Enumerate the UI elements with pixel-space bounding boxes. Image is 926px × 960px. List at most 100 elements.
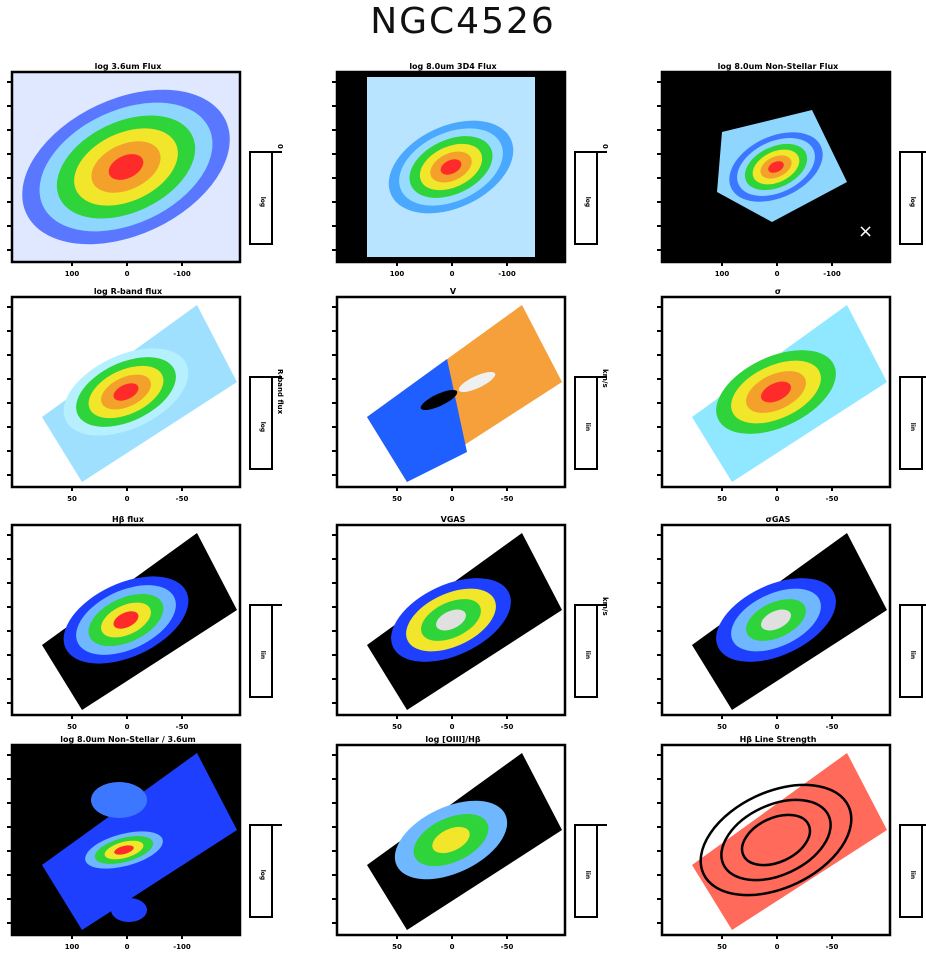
- contour-level: [113, 383, 139, 401]
- x-tick-label: 0: [450, 270, 455, 278]
- x-tick-label: -50: [826, 943, 839, 951]
- colorbar: [574, 824, 598, 918]
- panel-line-strength: Hβ Line Strength 50 0 -50 lin: [657, 735, 926, 960]
- map-image: ×: [717, 110, 873, 242]
- colorbar-label: lin: [909, 423, 916, 431]
- x-tick-label: 0: [125, 943, 130, 951]
- approaching-side: [367, 359, 467, 482]
- map-image: [367, 753, 562, 930]
- x-tick-label: 50: [392, 943, 402, 951]
- colorbar-label: lin: [584, 423, 591, 431]
- x-tick-label: 100: [65, 270, 80, 278]
- x-tick-label: 100: [390, 270, 405, 278]
- contour-level: [761, 381, 791, 403]
- x-tick-label: 0: [450, 943, 455, 951]
- x-tick-label: -100: [173, 943, 191, 951]
- map-plot: 50 0 -50 lin: [7, 523, 282, 731]
- contour-level: [113, 611, 139, 629]
- colorbar-label: lin: [259, 651, 266, 659]
- x-tick-label: -100: [498, 270, 516, 278]
- colorbar-unit: km/s: [601, 369, 609, 388]
- emission-blob: [111, 898, 147, 922]
- colorbar-label: lin: [909, 651, 916, 659]
- colorbar-unit: R-band flux: [276, 369, 284, 415]
- map-image: [692, 533, 887, 710]
- map-image: [367, 305, 562, 482]
- colorbar-label: lin: [584, 651, 591, 659]
- colorbar-label: log: [909, 197, 916, 207]
- contour-level: [108, 154, 144, 180]
- contour-level: [436, 609, 466, 631]
- colorbar-label: lin: [909, 871, 916, 879]
- map-plot: 50 0 -50 lin: [332, 743, 607, 951]
- map-image: [367, 533, 562, 710]
- x-tick-label: -50: [826, 495, 839, 503]
- panel-title: Hβ Line Strength: [739, 735, 817, 744]
- map-plot: 50 0 -50 lin: [657, 743, 926, 951]
- x-tick-label: -50: [176, 723, 189, 731]
- x-tick-label: 0: [125, 270, 130, 278]
- panel-title: σGAS: [765, 515, 791, 524]
- panel-title: log 8.0um Non-Stellar Flux: [717, 62, 839, 71]
- map-image: [42, 753, 237, 930]
- map-plot: 100 0 -100 log: [7, 743, 282, 951]
- nucleus: [420, 389, 458, 411]
- x-tick-label: 100: [715, 270, 730, 278]
- contour-level: [432, 826, 470, 854]
- colorbar: [899, 824, 923, 918]
- panel-title: log 8.0um 3D4 Flux: [409, 62, 497, 71]
- panel-3.6um-flux: log 3.6um Flux 100 0 -100 log 0: [7, 62, 308, 287]
- x-tick-label: 0: [775, 270, 780, 278]
- x-tick-label: 50: [392, 495, 402, 503]
- panel-oiii: log [OIII]/Hβ 50 0 -50 lin: [332, 735, 633, 960]
- map-image: [692, 753, 887, 930]
- panel-title: log R-band flux: [93, 287, 163, 296]
- x-tick-label: 0: [450, 723, 455, 731]
- x-tick-label: 50: [717, 723, 727, 731]
- colorbar: [899, 376, 923, 470]
- colorbar: [574, 151, 598, 245]
- x-tick-label: 0: [125, 723, 130, 731]
- panel-title: log [OIII]/Hβ: [425, 735, 481, 744]
- colorbar: [249, 151, 273, 245]
- x-tick-label: 50: [67, 723, 77, 731]
- contour-line: [699, 783, 853, 897]
- panel-title: log 3.6um Flux: [94, 62, 162, 71]
- contour-line: [740, 813, 812, 867]
- colorbar: [574, 376, 598, 470]
- map-plot: 50 0 -50 log R-band flux: [7, 295, 284, 503]
- panel-ratio: log 8.0um Non-Stellar / 3.6um 100 0 -100 lo…: [7, 735, 308, 960]
- colorbar: [249, 604, 273, 698]
- panel-title: log 8.0um Non-Stellar / 3.6um: [60, 735, 196, 744]
- colorbar-label: log: [584, 197, 591, 207]
- contour-level: [761, 609, 791, 631]
- x-tick-label: -50: [176, 495, 189, 503]
- x-tick-label: 50: [717, 943, 727, 951]
- colorbar-label: log: [259, 197, 266, 207]
- colorbar-label: lin: [584, 871, 591, 879]
- figure-title: NGC4526: [370, 1, 556, 42]
- contour-line: [720, 798, 832, 882]
- map-plot: 100 0 -100 log 0: [332, 70, 609, 278]
- emission-blob: [91, 782, 147, 818]
- x-tick-label: -100: [823, 270, 841, 278]
- map-image: [42, 533, 237, 710]
- panel-velocity: V 50 0 -50 lin km/s: [332, 287, 633, 512]
- map-image: [692, 305, 887, 482]
- contour-level: [114, 845, 134, 855]
- x-tick-label: -100: [173, 270, 191, 278]
- x-tick-label: 50: [392, 723, 402, 731]
- contour-level: [768, 161, 784, 173]
- x-tick-label: -50: [501, 943, 514, 951]
- colorbar: [899, 604, 923, 698]
- x-tick-label: 0: [125, 495, 130, 503]
- data-footprint: [692, 753, 887, 930]
- x-tick-label: 50: [67, 495, 77, 503]
- map-image: [22, 89, 230, 245]
- panel-r-band: log R-band flux 50 0 -50 log R-band flux: [7, 287, 308, 512]
- panel-title: σ: [774, 287, 782, 296]
